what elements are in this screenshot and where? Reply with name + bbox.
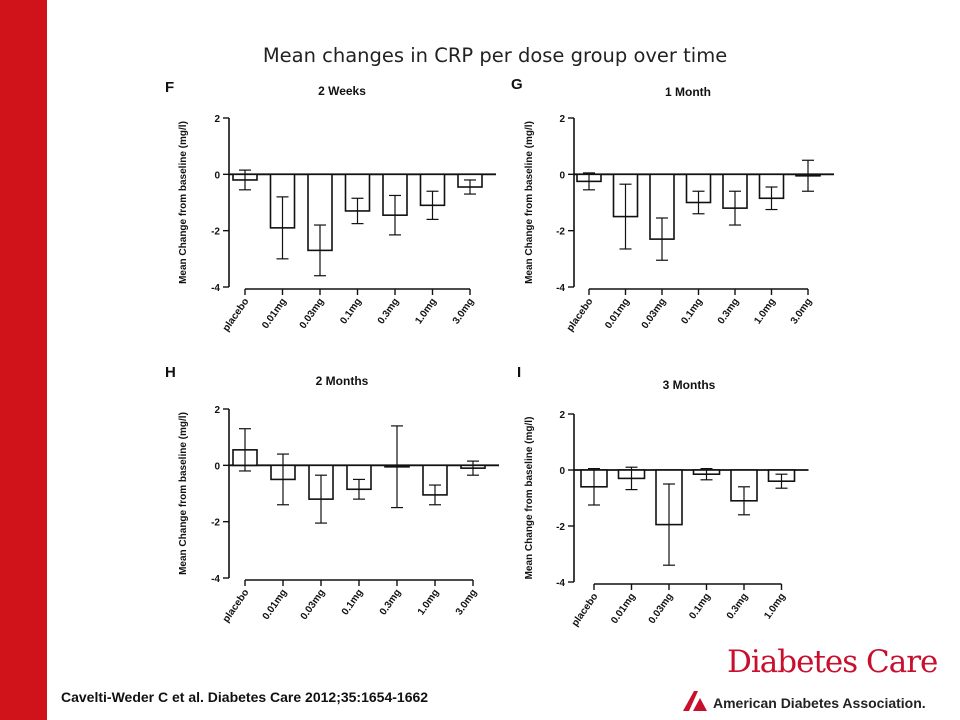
x-tick-label: 0.3mg bbox=[378, 587, 404, 617]
x-tick-label: 0.03mg bbox=[298, 296, 327, 331]
x-tick-label: 0.03mg bbox=[647, 591, 676, 626]
y-axis-label: Mean Change from baseline (mg/l) bbox=[524, 417, 535, 580]
x-tick-label: 0.1mg bbox=[338, 296, 364, 326]
panel-title: 2 Weeks bbox=[318, 84, 366, 98]
x-tick-label: 3.0mg bbox=[454, 587, 480, 617]
y-tick-label: 2 bbox=[559, 114, 565, 125]
y-tick-label: 0 bbox=[559, 170, 565, 181]
y-axis-label: Mean Change from baseline (mg/l) bbox=[178, 121, 189, 284]
x-tick-label: 0.01mg bbox=[260, 296, 289, 331]
panel-letter: I bbox=[517, 364, 521, 381]
panel-title: 3 Months bbox=[663, 378, 716, 392]
x-tick-label: 0.1mg bbox=[687, 591, 713, 621]
panel-title: 1 Month bbox=[665, 85, 711, 99]
x-tick-label: 0.1mg bbox=[340, 587, 366, 617]
y-tick-label: 2 bbox=[214, 114, 220, 125]
x-tick-label: placebo bbox=[565, 296, 596, 333]
x-tick-label: placebo bbox=[221, 587, 252, 624]
panel-letter: F bbox=[165, 79, 174, 96]
x-tick-label: 1.0mg bbox=[762, 591, 788, 621]
x-tick-label: 0.3mg bbox=[376, 296, 402, 326]
x-tick-label: 0.01mg bbox=[603, 296, 632, 331]
panel-letter: H bbox=[165, 364, 176, 381]
journal-brand: Diabetes Care bbox=[727, 644, 938, 680]
association-name: American Diabetes Association. bbox=[713, 695, 926, 711]
x-tick-label: 0.01mg bbox=[609, 591, 638, 626]
x-tick-label: 3.0mg bbox=[451, 296, 477, 326]
y-tick-label: 0 bbox=[214, 170, 220, 181]
y-tick-label: -4 bbox=[556, 283, 565, 294]
association-logo-row: American Diabetes Association. bbox=[681, 690, 956, 714]
x-tick-label: 0.03mg bbox=[299, 587, 328, 622]
panel-title: 2 Months bbox=[316, 374, 369, 388]
y-tick-label: -4 bbox=[556, 578, 565, 589]
x-tick-label: 0.3mg bbox=[725, 591, 751, 621]
x-tick-label: 0.3mg bbox=[716, 296, 742, 326]
x-tick-label: 1.0mg bbox=[752, 296, 778, 326]
y-tick-label: -4 bbox=[211, 574, 220, 585]
y-tick-label: -2 bbox=[211, 518, 220, 529]
x-tick-label: placebo bbox=[570, 591, 601, 628]
x-tick-label: placebo bbox=[221, 296, 252, 333]
accent-bar bbox=[0, 0, 47, 720]
x-tick-label: 1.0mg bbox=[413, 296, 439, 326]
y-tick-label: 0 bbox=[559, 466, 565, 477]
citation: Cavelti-Weder C et al. Diabetes Care 201… bbox=[61, 689, 429, 705]
x-tick-label: 0.03mg bbox=[640, 296, 669, 331]
y-tick-label: -4 bbox=[211, 283, 220, 294]
slide-title: Mean changes in CRP per dose group over … bbox=[262, 44, 728, 67]
panel-letter: G bbox=[511, 76, 523, 93]
y-tick-label: -2 bbox=[556, 522, 565, 533]
y-tick-label: 2 bbox=[559, 410, 565, 421]
y-tick-label: -2 bbox=[556, 227, 565, 238]
y-tick-label: 2 bbox=[214, 405, 220, 416]
x-tick-label: 1.0mg bbox=[416, 587, 442, 617]
y-axis-label: Mean Change from baseline (mg/l) bbox=[524, 121, 535, 284]
y-axis-label: Mean Change from baseline (mg/l) bbox=[178, 412, 189, 575]
y-tick-label: -2 bbox=[211, 227, 220, 238]
y-tick-label: 0 bbox=[214, 461, 220, 472]
x-tick-label: 3.0mg bbox=[789, 296, 815, 326]
bar bbox=[422, 464, 448, 496]
ada-triangle-icon bbox=[683, 691, 707, 711]
x-tick-label: 0.01mg bbox=[261, 587, 290, 622]
x-tick-label: 0.1mg bbox=[679, 296, 705, 326]
